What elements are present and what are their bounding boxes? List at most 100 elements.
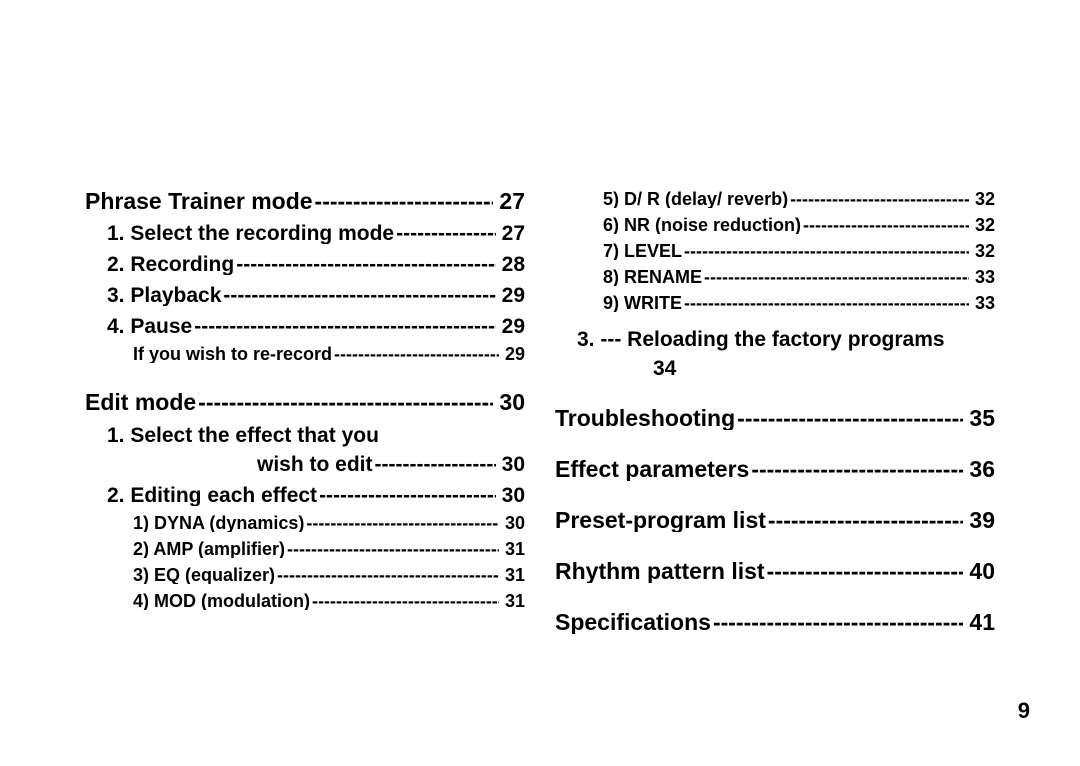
toc-label: 9) WRITE [603,294,682,312]
toc-label: Troubleshooting [555,407,735,430]
toc-page-ref: 36 [963,458,995,481]
toc-entry: Preset-program list 39 [555,509,995,532]
toc-dots [682,242,969,260]
toc-page-ref: 29 [496,285,525,306]
toc-entry: 6) NR (noise reduction) 32 [555,216,995,234]
toc-page-ref: 34 [653,358,676,379]
toc-entry: 5) D/ R (delay/ reverb) 32 [555,190,995,208]
toc-label: 5) D/ R (delay/ reverb) [603,190,788,208]
toc-label: 1. Select the effect that you [107,424,379,448]
toc-label: 8) RENAME [603,268,702,286]
toc-page-ref: 32 [969,216,995,234]
toc-entry: Specifications 41 [555,611,995,634]
toc-label: Rhythm pattern list [555,560,765,583]
toc-page-ref: 29 [499,345,525,363]
toc-page-ref: 35 [963,407,995,430]
toc-page-ref: 30 [496,454,525,475]
toc-entry: Troubleshooting 35 [555,407,995,430]
toc-dots [275,566,499,584]
toc-dots [735,407,963,430]
toc-columns: Phrase Trainer mode 27 1. Select the rec… [85,190,1040,642]
toc-entry: Rhythm pattern list 40 [555,560,995,583]
toc-dots [285,540,499,558]
toc-label: 6) NR (noise reduction) [603,216,801,234]
toc-page-ref: 30 [493,391,525,414]
toc-label: 2. Recording [107,254,234,275]
toc-label: 4) MOD (modulation) [133,592,310,610]
toc-page-ref: 31 [499,592,525,610]
toc-label: Phrase Trainer mode [85,190,313,213]
toc-dots [313,190,494,213]
toc-entry: 4. Pause 29 [85,316,525,337]
toc-dots [304,514,499,532]
toc-dots [749,458,963,481]
toc-label: Edit mode [85,391,196,414]
toc-entry: 3) EQ (equalizer) 31 [85,566,525,584]
toc-label: 3) EQ (equalizer) [133,566,275,584]
toc-dots [234,254,495,275]
toc-label-wrap: wish to edit [257,454,373,475]
toc-label: Preset-program list [555,509,766,532]
toc-entry: 2) AMP (amplifier) 31 [85,540,525,558]
toc-label: Specifications [555,611,711,634]
toc-page-ref: 41 [963,611,995,634]
toc-column-1: Phrase Trainer mode 27 1. Select the rec… [85,190,525,642]
toc-page-ref: 40 [963,560,995,583]
page-number: 9 [1018,698,1030,724]
toc-page-ref: 30 [496,485,525,506]
toc-dots [196,391,493,414]
toc-dots [192,316,495,337]
toc-page-ref: 31 [499,540,525,558]
toc-label: 3. --- Reloading the factory programs [577,328,945,352]
toc-dots [765,560,964,583]
toc-column-2: 5) D/ R (delay/ reverb) 32 6) NR (noise … [555,190,995,642]
toc-page-ref: 27 [496,223,525,244]
toc-page-ref: 29 [496,316,525,337]
toc-dots [332,345,499,363]
toc-entry: 2. Editing each effect 30 [85,485,525,506]
toc-label: 3. Playback [107,285,221,306]
toc-entry: Edit mode 30 [85,391,525,414]
toc-dots [711,611,963,634]
toc-entry: 8) RENAME 33 [555,268,995,286]
toc-entry: 4) MOD (modulation) 31 [85,592,525,610]
toc-dots [801,216,969,234]
toc-page-ref: 33 [969,268,995,286]
toc-dots [788,190,969,208]
toc-page-ref: 32 [969,190,995,208]
toc-entry: If you wish to re-record 29 [85,345,525,363]
toc-dots [310,592,499,610]
toc-entry: 3. Playback 29 [85,285,525,306]
toc-page-ref: 27 [493,190,525,213]
toc-entry: 7) LEVEL 32 [555,242,995,260]
toc-page-ref: 30 [499,514,525,532]
toc-entry: 1) DYNA (dynamics) 30 [85,514,525,532]
toc-page-ref: 39 [963,509,995,532]
toc-dots [682,294,969,312]
toc-page-ref: 33 [969,294,995,312]
toc-label: 2. Editing each effect [107,485,317,506]
toc-label: 7) LEVEL [603,242,682,260]
toc-dots [766,509,964,532]
toc-entry-wrapped: 3. --- Reloading the factory programs 34 [555,328,995,379]
toc-page: Phrase Trainer mode 27 1. Select the rec… [0,0,1080,766]
toc-dots [394,223,496,244]
toc-label: Effect parameters [555,458,749,481]
toc-dots [221,285,495,306]
toc-page-ref: 31 [499,566,525,584]
toc-dots [702,268,969,286]
toc-entry: 1. Select the recording mode 27 [85,223,525,244]
toc-page-ref: 32 [969,242,995,260]
toc-entry: 2. Recording 28 [85,254,525,275]
toc-entry: Phrase Trainer mode 27 [85,190,525,213]
toc-label: 2) AMP (amplifier) [133,540,285,558]
toc-dots [317,485,496,506]
toc-label: 1) DYNA (dynamics) [133,514,304,532]
toc-entry: 9) WRITE 33 [555,294,995,312]
toc-dots [373,454,496,475]
toc-entry-wrapped: 1. Select the effect that you wish to ed… [85,424,525,475]
toc-page-ref: 28 [496,254,525,275]
toc-label: 1. Select the recording mode [107,223,394,244]
toc-entry: Effect parameters 36 [555,458,995,481]
toc-label: If you wish to re-record [133,345,332,363]
